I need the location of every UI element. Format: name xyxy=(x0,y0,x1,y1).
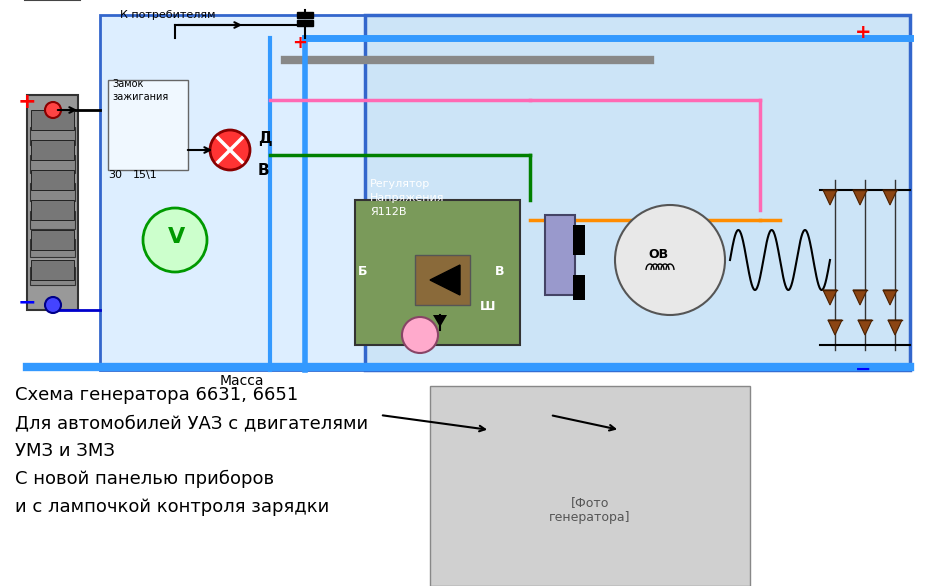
Polygon shape xyxy=(823,290,837,305)
Bar xyxy=(297,12,313,18)
Circle shape xyxy=(45,102,61,118)
Text: Регулятор
Напряжения
Я112В: Регулятор Напряжения Я112В xyxy=(370,179,445,217)
Text: +: + xyxy=(292,34,307,52)
Text: Ш: Ш xyxy=(480,300,496,313)
Bar xyxy=(31,140,74,160)
Text: +: + xyxy=(18,92,37,112)
Polygon shape xyxy=(883,190,897,205)
Text: −: − xyxy=(855,360,871,379)
Circle shape xyxy=(45,297,61,313)
Bar xyxy=(297,20,313,26)
Text: УМЗ и ЗМЗ: УМЗ и ЗМЗ xyxy=(15,442,115,460)
Bar xyxy=(30,211,75,229)
Text: Д: Д xyxy=(258,131,272,146)
Bar xyxy=(27,95,78,310)
Text: 30: 30 xyxy=(108,170,122,180)
Text: +: + xyxy=(855,23,871,42)
Text: Для автомобилей УАЗ с двигателями: Для автомобилей УАЗ с двигателями xyxy=(15,414,368,432)
Bar xyxy=(30,155,75,173)
Polygon shape xyxy=(828,320,842,335)
Text: Схема генератора 6631, 6651: Схема генератора 6631, 6651 xyxy=(15,386,298,404)
Polygon shape xyxy=(888,320,902,335)
Text: В: В xyxy=(258,163,269,178)
Bar xyxy=(430,386,750,586)
Bar xyxy=(545,215,575,295)
Text: С новой панелью приборов: С новой панелью приборов xyxy=(15,470,274,488)
Text: Б: Б xyxy=(358,265,367,278)
Polygon shape xyxy=(823,190,837,205)
Polygon shape xyxy=(433,315,447,327)
Bar xyxy=(31,260,74,280)
Bar xyxy=(30,267,75,285)
Bar xyxy=(415,255,470,305)
Circle shape xyxy=(402,317,438,353)
Bar xyxy=(365,15,910,370)
Text: 15\1: 15\1 xyxy=(133,170,158,180)
Polygon shape xyxy=(430,265,460,295)
Bar xyxy=(31,110,74,130)
Bar xyxy=(108,80,188,170)
Bar xyxy=(30,127,75,145)
Bar xyxy=(355,200,520,345)
Polygon shape xyxy=(853,290,867,305)
Bar xyxy=(31,230,74,250)
Bar xyxy=(573,275,585,300)
Circle shape xyxy=(210,130,250,170)
Bar xyxy=(100,15,365,370)
Polygon shape xyxy=(858,320,872,335)
Circle shape xyxy=(615,205,725,315)
Text: В: В xyxy=(495,265,504,278)
Text: V: V xyxy=(168,227,185,247)
Text: и с лампочкой контроля зарядки: и с лампочкой контроля зарядки xyxy=(15,498,329,516)
Text: −: − xyxy=(18,292,37,312)
Text: [Фото
генератора]: [Фото генератора] xyxy=(549,496,631,524)
Bar xyxy=(31,170,74,190)
Bar xyxy=(30,183,75,201)
Bar xyxy=(31,200,74,220)
Text: Масса: Масса xyxy=(220,374,265,388)
Text: Замок
зажигания: Замок зажигания xyxy=(112,79,168,102)
Polygon shape xyxy=(853,190,867,205)
Text: К потребителям: К потребителям xyxy=(120,10,216,20)
Bar xyxy=(573,225,585,255)
Circle shape xyxy=(143,208,207,272)
Polygon shape xyxy=(883,290,897,305)
Bar xyxy=(30,239,75,257)
Text: ОВ: ОВ xyxy=(648,248,668,261)
